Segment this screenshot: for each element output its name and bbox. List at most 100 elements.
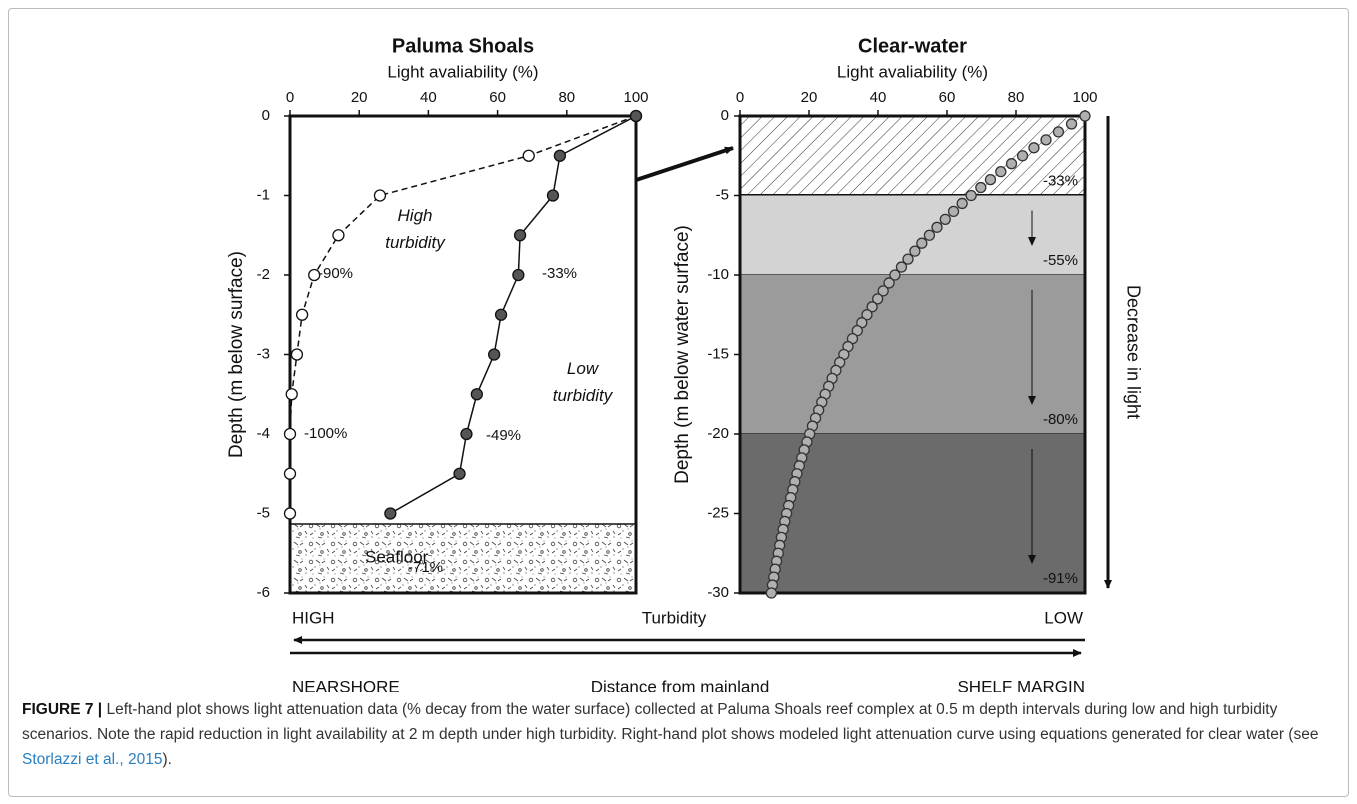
turbidity-high: HIGH <box>292 608 335 627</box>
distance-label: Distance from mainland <box>591 677 770 692</box>
y-tick-label: -25 <box>707 504 729 521</box>
caption-text: Left-hand plot shows light attenuation d… <box>22 701 1319 743</box>
x-axis-label: Light avaliability (%) <box>387 62 538 81</box>
data-point <box>546 189 560 202</box>
x-tick-label: 100 <box>1072 89 1097 106</box>
x-tick-label: 40 <box>420 89 437 106</box>
data-point <box>889 269 901 281</box>
annotation: -100% <box>304 425 347 442</box>
y-tick-label: 0 <box>721 107 729 124</box>
data-point <box>883 277 895 289</box>
y-axis-label: Depth (m below surface) <box>226 251 247 458</box>
y-tick-label: -4 <box>257 425 270 442</box>
annotation: -33% <box>542 265 577 282</box>
chart-title: Clear-water <box>858 35 967 57</box>
data-point <box>851 324 863 337</box>
series-annotation: Low turbidity <box>552 359 613 405</box>
y-tick-label: -30 <box>707 584 729 601</box>
data-point <box>877 285 889 297</box>
data-point <box>629 109 643 123</box>
series-annotation: High turbidity <box>385 206 445 252</box>
data-point <box>1079 110 1091 122</box>
x-tick-label: 60 <box>489 89 506 106</box>
data-point <box>494 308 508 321</box>
data-point <box>965 189 977 202</box>
data-point <box>453 467 466 480</box>
band-label: -80% <box>1043 411 1078 428</box>
x-tick-label: 0 <box>286 89 294 106</box>
chart-title: Paluma Shoals <box>392 35 534 57</box>
data-point <box>1016 150 1029 162</box>
caption-citation[interactable]: Storlazzi et al., 2015 <box>22 751 163 768</box>
data-point <box>512 268 525 282</box>
data-point <box>308 268 321 282</box>
y-tick-label: -15 <box>707 345 729 362</box>
y-tick-label: -6 <box>257 584 270 601</box>
caption: FIGURE 7 | Left-hand plot shows light at… <box>22 697 1342 772</box>
x-tick-label: 80 <box>1008 89 1025 106</box>
y-axis-label: Depth (m below water surface) <box>672 225 693 484</box>
band <box>740 195 1085 275</box>
data-point <box>513 229 527 242</box>
turbidity-low: LOW <box>1044 608 1083 627</box>
x-tick-label: 20 <box>351 89 368 106</box>
y-tick-label: -10 <box>707 266 729 283</box>
x-tick-label: 40 <box>870 89 887 106</box>
data-point <box>902 253 914 265</box>
x-tick-label: 100 <box>623 89 648 106</box>
annotation: Seafloor <box>365 547 429 566</box>
data-point <box>373 189 387 202</box>
annotation: -90% <box>318 265 353 282</box>
band-label: -91% <box>1043 570 1078 587</box>
distance-near: NEARSHORE <box>292 677 400 692</box>
y-tick-label: -20 <box>707 425 729 442</box>
data-point <box>995 165 1007 178</box>
side-label: Decrease in light <box>1123 285 1143 419</box>
data-point <box>923 229 936 241</box>
annotation: -71% <box>408 559 443 576</box>
data-point <box>975 181 987 194</box>
y-tick-label: -5 <box>716 186 729 203</box>
data-point <box>931 221 943 233</box>
annotation: -49% <box>486 427 521 444</box>
data-point <box>295 308 309 321</box>
data-point <box>1040 134 1052 146</box>
series-line <box>389 115 637 515</box>
data-point <box>460 427 473 441</box>
data-point <box>947 205 960 218</box>
y-tick-label: -2 <box>257 266 270 283</box>
data-point <box>1052 126 1065 138</box>
data-point <box>283 427 297 441</box>
data-point <box>916 237 928 249</box>
y-tick-label: -5 <box>257 504 270 521</box>
band-label: -55% <box>1043 252 1078 269</box>
data-point <box>384 507 397 520</box>
seafloor <box>290 524 636 593</box>
data-point <box>765 587 778 599</box>
y-tick-label: -3 <box>257 345 270 362</box>
distance-far: SHELF MARGIN <box>957 677 1085 692</box>
data-point <box>872 293 884 305</box>
data-point <box>866 301 878 313</box>
x-tick-label: 0 <box>736 89 744 106</box>
data-point <box>283 467 297 480</box>
data-point <box>909 245 921 257</box>
data-point <box>895 261 908 273</box>
data-point <box>861 309 873 321</box>
caption-end: ). <box>162 751 172 768</box>
data-point <box>290 348 304 361</box>
data-point <box>285 388 298 401</box>
chart: Clear-water Light avaliability (%) Depth (… <box>672 35 1098 601</box>
turbidity-label: Turbidity <box>642 608 707 627</box>
data-point <box>1005 158 1018 170</box>
chart: Paluma Shoals Light avaliability (%) Depth… <box>226 35 649 601</box>
x-axis-label: Light avaliability (%) <box>837 62 988 81</box>
y-tick-label: -1 <box>257 186 270 203</box>
data-point <box>939 213 951 226</box>
data-point <box>553 149 567 162</box>
x-tick-label: 20 <box>801 89 818 106</box>
figure: Decrease in light HIGH Turbidity LOW NEA… <box>226 35 1143 692</box>
y-tick-label: 0 <box>262 107 270 124</box>
data-point <box>956 197 968 210</box>
